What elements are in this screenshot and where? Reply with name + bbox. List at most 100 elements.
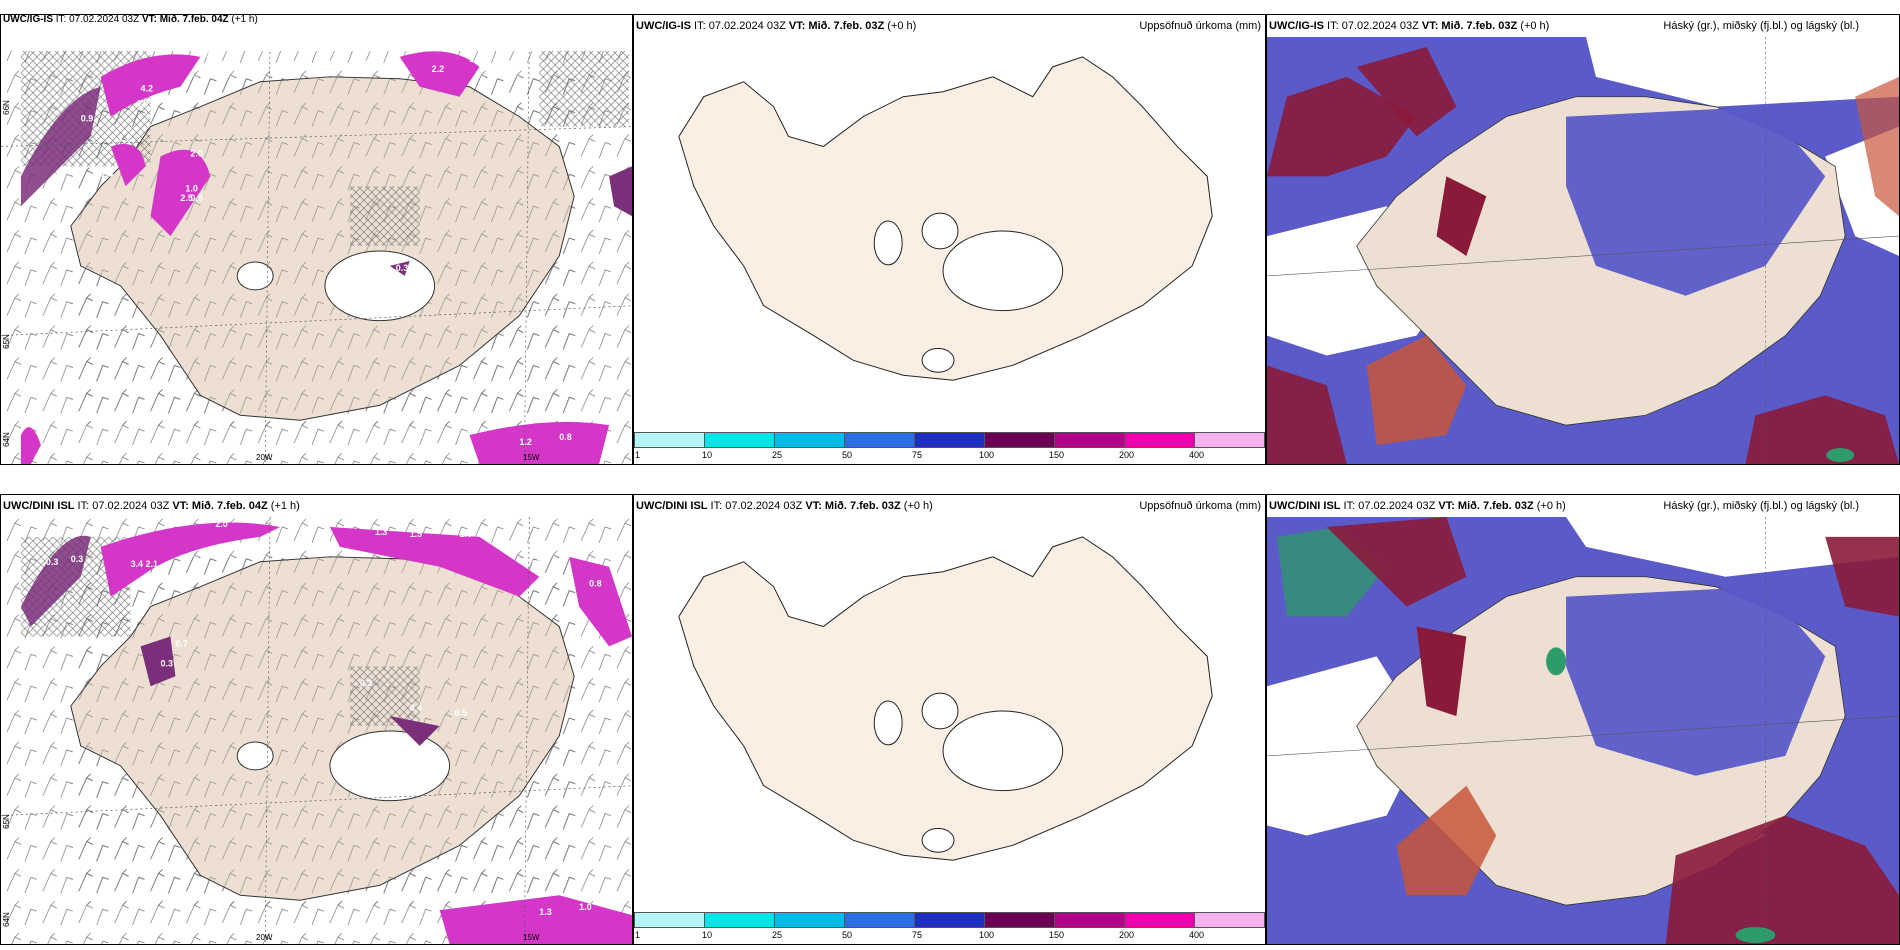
- lat-label: 64N: [1, 432, 11, 447]
- scale-swatch: [634, 912, 705, 928]
- panel-top-left-wind-precip: UWC/IG-IS IT: 07.02.2024 03Z VT: Mið. 7.…: [0, 14, 633, 465]
- value-label: 0.9: [81, 114, 93, 124]
- panel-title: UWC/DINI ISL IT: 07.02.2024 03Z VT: Mið.…: [1267, 495, 1899, 517]
- value-label: 0.3: [396, 263, 408, 273]
- scale-swatch: [984, 912, 1055, 928]
- scale-swatch: [1124, 432, 1195, 448]
- scale-tick: 200: [1119, 930, 1135, 940]
- value-label: 1.2: [481, 529, 493, 539]
- scale-swatch: [1124, 912, 1195, 928]
- value-label: 2.2: [432, 64, 444, 74]
- value-label: 0.5: [190, 193, 202, 203]
- map-canvas[interactable]: 2.0 0.3 0.3 3.4 2.1 0.3 0.7 1.5 1.3 1.0 …: [1, 517, 632, 944]
- value-label: 1.3: [375, 527, 387, 537]
- scale-tick: 200: [1119, 450, 1135, 460]
- map-canvas[interactable]: [634, 37, 1265, 428]
- panel-title: UWC/IG-IS IT: 07.02.2024 03Z VT: Mið. 7.…: [1267, 15, 1899, 37]
- scale-swatch: [1194, 912, 1265, 928]
- value-label: 0.3: [160, 658, 172, 668]
- panel-bottom-left-wind-precip: UWC/DINI ISL IT: 07.02.2024 03Z VT: Mið.…: [0, 494, 633, 945]
- value-label: 4.8: [136, 99, 148, 109]
- value-label: 2.1: [146, 559, 158, 569]
- value-label: 1.2: [519, 437, 531, 447]
- value-label: 1.0: [460, 529, 472, 539]
- value-label: 2.0: [215, 519, 227, 529]
- lat-label: 66N: [1, 100, 11, 115]
- scale-tick: 10: [702, 450, 713, 460]
- scale-swatch: [1054, 912, 1125, 928]
- value-label: 3.6: [205, 49, 217, 59]
- scale-tick: 10: [702, 930, 713, 940]
- panel-top-right-clouds: UWC/IG-IS IT: 07.02.2024 03Z VT: Mið. 7.…: [1266, 14, 1900, 465]
- map-canvas[interactable]: [1267, 517, 1899, 944]
- precip-color-scale: 1 10 25 50 75 100 150 200 400: [634, 908, 1265, 944]
- panel-title: UWC/IG-IS IT: 07.02.2024 03Z VT: Mið. 7.…: [1, 15, 632, 51]
- scale-tick: 1: [635, 450, 641, 460]
- scale-swatch: [984, 432, 1055, 448]
- value-label: 3.4: [131, 559, 143, 569]
- map-canvas[interactable]: [634, 517, 1265, 908]
- scale-swatch: [704, 912, 775, 928]
- value-label: 1.0: [185, 183, 197, 193]
- scale-tick: 400: [1189, 930, 1205, 940]
- panel-variable-label: Uppsöfnuð úrkoma (mm): [1139, 500, 1261, 512]
- value-label: 0.5: [455, 708, 467, 718]
- value-label: 0.3: [71, 554, 83, 564]
- value-label: 0.8: [589, 579, 601, 589]
- value-label: 2.6: [529, 554, 541, 564]
- map-canvas[interactable]: [1267, 37, 1899, 464]
- scale-tick: 25: [772, 450, 783, 460]
- panel-bottom-mid-precip: UWC/DINI ISL IT: 07.02.2024 03Z VT: Mið.…: [633, 494, 1266, 945]
- scale-tick: 100: [979, 930, 995, 940]
- lat-label: 64N: [1, 912, 11, 927]
- lat-label: 65N: [1, 334, 11, 349]
- scale-swatch: [634, 432, 705, 448]
- panel-title: UWC/DINI ISL IT: 07.02.2024 03Z VT: Mið.…: [1, 495, 632, 517]
- lon-label: 15W: [523, 933, 540, 942]
- panel-variable-label: Háský (gr.), miðský (fj.bl.) og lágský (…: [1663, 500, 1859, 512]
- lon-label: 20W: [256, 933, 273, 942]
- scale-tick: 75: [912, 450, 923, 460]
- scale-tick: 50: [842, 930, 853, 940]
- value-label: 1.2: [470, 54, 482, 64]
- value-label: 2.0: [190, 148, 202, 158]
- scale-tick: 400: [1189, 450, 1205, 460]
- lon-label: 20W: [256, 453, 273, 462]
- panel-bottom-right-clouds: UWC/DINI ISL IT: 07.02.2024 03Z VT: Mið.…: [1266, 494, 1900, 945]
- value-label: 1.5: [410, 529, 422, 539]
- value-label: 4.2: [141, 84, 153, 94]
- scale-tick: 100: [979, 450, 995, 460]
- scale-tick: 1: [635, 930, 641, 940]
- value-label: 1.5: [101, 168, 113, 178]
- value-label: 0.3: [46, 557, 58, 567]
- value-label: 0.3: [360, 678, 372, 688]
- lat-label: 65N: [1, 814, 11, 829]
- panel-title: UWC/DINI ISL IT: 07.02.2024 03Z VT: Mið.…: [634, 495, 1265, 517]
- lon-label: 15W: [523, 453, 540, 462]
- scale-tick: 50: [842, 450, 853, 460]
- scale-swatch: [1194, 432, 1265, 448]
- panel-title: UWC/IG-IS IT: 07.02.2024 03Z VT: Mið. 7.…: [634, 15, 1265, 37]
- scale-swatch: [914, 912, 985, 928]
- map-canvas[interactable]: 3.6 4.2 4.8 1.2 0.9 2.0 1.0 0.5 2.2 1.2 …: [1, 37, 632, 464]
- scale-swatch: [844, 912, 915, 928]
- value-label: 1.0: [579, 902, 591, 912]
- value-label: 0.8: [89, 163, 101, 173]
- value-label: 1.2: [119, 134, 131, 144]
- scale-swatch: [704, 432, 775, 448]
- scale-tick: 25: [772, 930, 783, 940]
- value-label: 1.3: [539, 907, 551, 917]
- scale-swatch: [844, 432, 915, 448]
- scale-tick: 150: [1049, 930, 1065, 940]
- scale-swatch: [774, 432, 845, 448]
- panel-variable-label: Uppsöfnuð úrkoma (mm): [1139, 20, 1261, 32]
- scale-tick: 75: [912, 930, 923, 940]
- value-label: 2.5: [180, 193, 192, 203]
- value-label: 0.7: [175, 638, 187, 648]
- panel-top-mid-precip: UWC/IG-IS IT: 07.02.2024 03Z VT: Mið. 7.…: [633, 14, 1266, 465]
- scale-swatch: [774, 912, 845, 928]
- value-label: 0.8: [559, 432, 571, 442]
- scale-swatch: [914, 432, 985, 448]
- scale-tick: 150: [1049, 450, 1065, 460]
- panel-variable-label: Háský (gr.), miðský (fj.bl.) og lágský (…: [1663, 20, 1859, 32]
